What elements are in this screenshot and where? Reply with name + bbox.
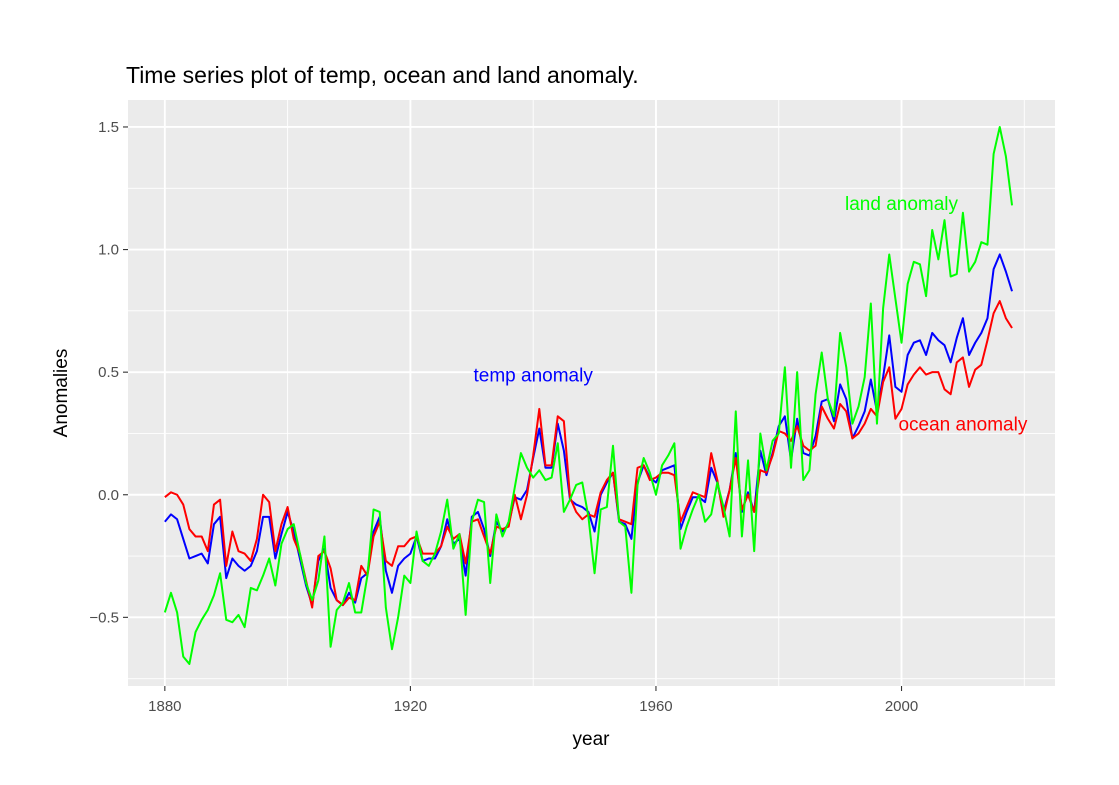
y-tick-label: 1.5 bbox=[98, 119, 119, 136]
x-axis: 1880 1920 1960 2000 bbox=[148, 686, 918, 715]
x-axis-title: year bbox=[573, 729, 611, 750]
series-line-land-anomaly bbox=[163, 125, 1014, 665]
grid-major bbox=[128, 100, 1055, 686]
y-tick-label: 0.5 bbox=[98, 364, 119, 381]
x-tick-label: 2000 bbox=[885, 698, 918, 715]
plot-panel bbox=[128, 100, 1055, 686]
x-tick-label: 1960 bbox=[639, 698, 672, 715]
annotation-layer: temp anomaly ocean anomaly land anomaly bbox=[474, 194, 1028, 436]
y-tick-label: −0.5 bbox=[89, 609, 119, 626]
annotation-temp-anomaly: temp anomaly bbox=[474, 366, 594, 387]
annotation-land-anomaly: land anomaly bbox=[845, 194, 959, 215]
x-tick-label: 1920 bbox=[394, 698, 427, 715]
x-tick-label: 1880 bbox=[148, 698, 181, 715]
annotation-ocean-anomaly: ocean anomaly bbox=[898, 415, 1027, 436]
y-tick-label: 1.0 bbox=[98, 242, 119, 259]
y-tick-label: 0.0 bbox=[98, 487, 119, 504]
chart-title: Time series plot of temp, ocean and land… bbox=[126, 62, 639, 88]
y-axis-title: Anomalies bbox=[51, 349, 72, 438]
grid-minor bbox=[128, 100, 1055, 686]
y-axis: −0.5 0.0 0.5 1.0 1.5 bbox=[89, 119, 128, 626]
series-layer bbox=[163, 125, 1014, 665]
